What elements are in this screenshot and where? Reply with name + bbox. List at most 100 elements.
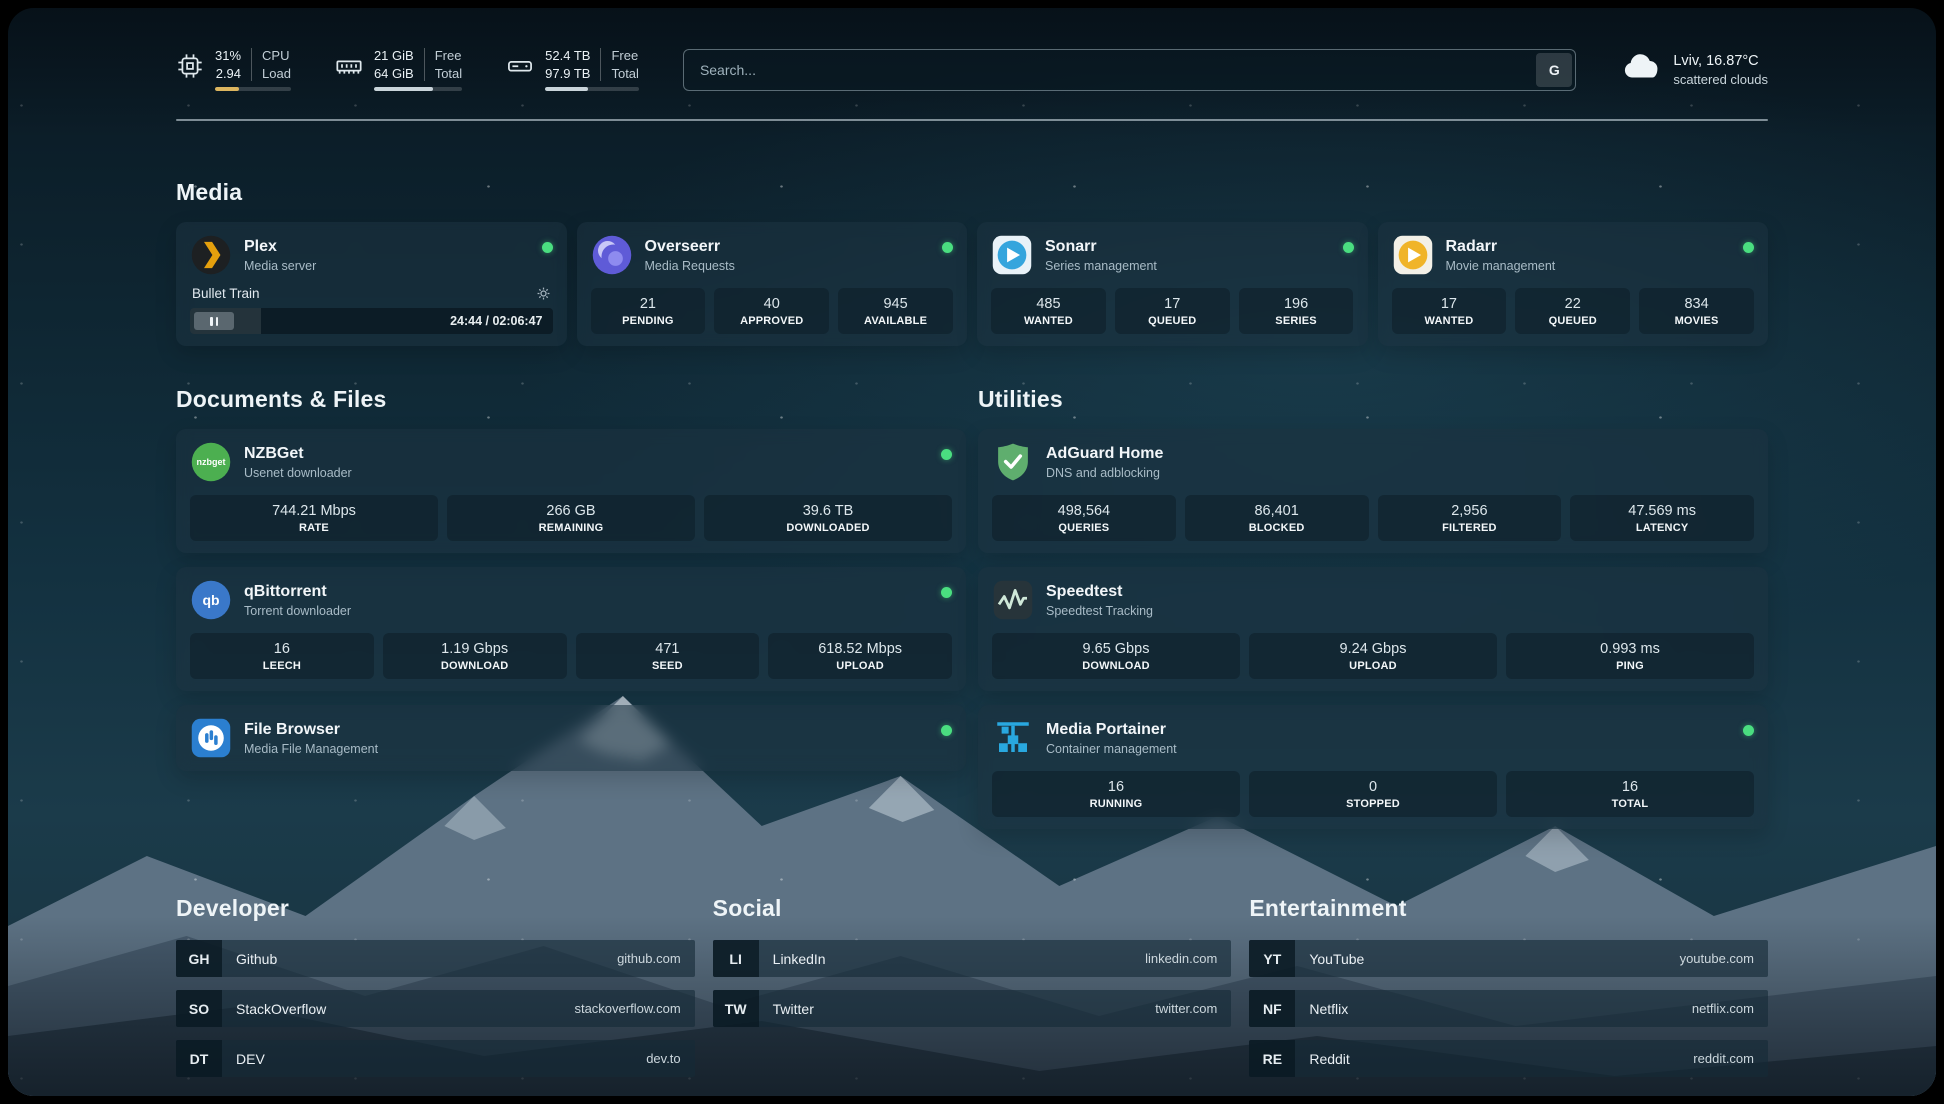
app-subtitle: Media Requests bbox=[645, 259, 735, 273]
bookmark-linkedin[interactable]: LI LinkedIn linkedin.com bbox=[713, 940, 1232, 977]
app-card-sonarr[interactable]: Sonarr Series management 485 WANTED 17 Q… bbox=[977, 222, 1368, 346]
app-card-speedtest[interactable]: Speedtest Speedtest Tracking 9.65 Gbps D… bbox=[978, 567, 1768, 691]
app-name: qBittorrent bbox=[244, 583, 351, 601]
ram-total-value: 64 GiB bbox=[374, 66, 414, 81]
search-bar[interactable]: G bbox=[683, 49, 1576, 91]
stat-wanted: 485 WANTED bbox=[991, 288, 1106, 334]
plex-playback-bar[interactable]: 24:44 / 02:06:47 bbox=[190, 308, 553, 334]
status-dot bbox=[941, 725, 952, 736]
bookmark-youtube[interactable]: YT YouTube youtube.com bbox=[1249, 940, 1768, 977]
bookmark-url: stackoverflow.com bbox=[574, 1001, 680, 1016]
app-subtitle: Media File Management bbox=[244, 742, 378, 756]
cpu-label: CPU bbox=[262, 48, 291, 63]
hard-drive-icon bbox=[506, 48, 534, 80]
stat-wanted: 17 WANTED bbox=[1392, 288, 1507, 334]
ram-progress-bar bbox=[374, 87, 462, 91]
status-dot bbox=[1743, 242, 1754, 253]
section-title-entertainment: Entertainment bbox=[1249, 895, 1768, 922]
status-dot bbox=[1743, 725, 1754, 736]
now-playing-title: Bullet Train bbox=[192, 286, 260, 301]
header-divider bbox=[176, 119, 1768, 121]
dashboard-screen: 31% 2.94 CPU Load bbox=[8, 8, 1936, 1096]
stat-download: 1.19 Gbps DOWNLOAD bbox=[383, 633, 567, 679]
cpu-load-value: 2.94 bbox=[216, 66, 241, 81]
stat-available: 945 AVAILABLE bbox=[838, 288, 953, 334]
cpu-icon bbox=[176, 48, 204, 80]
radarr-icon bbox=[1392, 234, 1434, 276]
app-card-adguard[interactable]: AdGuard Home DNS and adblocking 498,564 … bbox=[978, 429, 1768, 553]
app-subtitle: Usenet downloader bbox=[244, 466, 352, 480]
status-dot bbox=[1343, 242, 1354, 253]
disk-total-label: Total bbox=[611, 66, 638, 81]
speedtest-icon bbox=[992, 579, 1034, 621]
bookmark-url: twitter.com bbox=[1155, 1001, 1217, 1016]
stat-downloaded: 39.6 TB DOWNLOADED bbox=[704, 495, 952, 541]
bookmark-abbr: NF bbox=[1249, 990, 1295, 1027]
bookmark-name: Reddit bbox=[1309, 1051, 1349, 1067]
stat-pending: 21 PENDING bbox=[591, 288, 706, 334]
cpu-usage-value: 31% bbox=[215, 48, 241, 63]
disk-total-value: 97.9 TB bbox=[545, 66, 590, 81]
cloud-icon bbox=[1620, 46, 1662, 93]
app-card-plex[interactable]: Plex Media server Bullet Train bbox=[176, 222, 567, 346]
status-dot bbox=[542, 242, 553, 253]
cpu-load-label: Load bbox=[262, 66, 291, 81]
bookmark-twitter[interactable]: TW Twitter twitter.com bbox=[713, 990, 1232, 1027]
section-title-developer: Developer bbox=[176, 895, 695, 922]
status-dot bbox=[942, 242, 953, 253]
stat-approved: 40 APPROVED bbox=[714, 288, 829, 334]
bookmark-url: youtube.com bbox=[1680, 951, 1754, 966]
bookmark-stackoverflow[interactable]: SO StackOverflow stackoverflow.com bbox=[176, 990, 695, 1027]
app-card-portainer[interactable]: Media Portainer Container management 16 … bbox=[978, 705, 1768, 829]
search-input[interactable] bbox=[687, 62, 1536, 78]
weather-condition: scattered clouds bbox=[1673, 72, 1768, 87]
stat-queued: 17 QUEUED bbox=[1115, 288, 1230, 334]
bookmark-abbr: RE bbox=[1249, 1040, 1295, 1077]
stat-ping: 0.993 ms PING bbox=[1506, 633, 1754, 679]
bookmark-url: reddit.com bbox=[1693, 1051, 1754, 1066]
disk-free-label: Free bbox=[611, 48, 638, 63]
gear-icon[interactable] bbox=[536, 286, 551, 301]
ram-free-value: 21 GiB bbox=[374, 48, 414, 63]
bookmark-abbr: GH bbox=[176, 940, 222, 977]
disk-progress-bar bbox=[545, 87, 639, 91]
app-name: NZBGet bbox=[244, 445, 352, 463]
adguard-shield-icon bbox=[992, 441, 1034, 483]
bookmark-abbr: LI bbox=[713, 940, 759, 977]
bookmark-reddit[interactable]: RE Reddit reddit.com bbox=[1249, 1040, 1768, 1077]
playback-time: 24:44 / 02:06:47 bbox=[450, 314, 542, 328]
stat-download: 9.65 Gbps DOWNLOAD bbox=[992, 633, 1240, 679]
weather-location: Lviv, 16.87°C bbox=[1673, 53, 1768, 69]
system-stats: 31% 2.94 CPU Load bbox=[176, 48, 639, 91]
bookmark-dev[interactable]: DT DEV dev.to bbox=[176, 1040, 695, 1077]
overseerr-icon bbox=[591, 234, 633, 276]
stat-rate: 744.21 Mbps RATE bbox=[190, 495, 438, 541]
app-card-radarr[interactable]: Radarr Movie management 17 WANTED 22 QUE… bbox=[1378, 222, 1769, 346]
app-card-overseerr[interactable]: Overseerr Media Requests 21 PENDING 40 A… bbox=[577, 222, 968, 346]
bookmark-netflix[interactable]: NF Netflix netflix.com bbox=[1249, 990, 1768, 1027]
bookmark-url: github.com bbox=[617, 951, 681, 966]
stat-movies: 834 MOVIES bbox=[1639, 288, 1754, 334]
bookmark-name: Netflix bbox=[1309, 1001, 1348, 1017]
search-engine-button[interactable]: G bbox=[1536, 53, 1572, 87]
ram-icon bbox=[335, 48, 363, 80]
weather-widget: Lviv, 16.87°C scattered clouds bbox=[1620, 46, 1768, 93]
pause-button[interactable] bbox=[194, 312, 234, 330]
app-card-filebrowser[interactable]: File Browser Media File Management bbox=[176, 705, 966, 771]
app-subtitle: Container management bbox=[1046, 742, 1177, 756]
stat-upload: 9.24 Gbps UPLOAD bbox=[1249, 633, 1497, 679]
stat-running: 16 RUNNING bbox=[992, 771, 1240, 817]
bookmark-url: netflix.com bbox=[1692, 1001, 1754, 1016]
nzbget-icon: nzbget bbox=[190, 441, 232, 483]
stat-series: 196 SERIES bbox=[1239, 288, 1354, 334]
ram-free-label: Free bbox=[435, 48, 462, 63]
filebrowser-icon bbox=[190, 717, 232, 759]
section-title-documents: Documents & Files bbox=[176, 386, 966, 413]
bookmark-name: StackOverflow bbox=[236, 1001, 326, 1017]
bookmark-github[interactable]: GH Github github.com bbox=[176, 940, 695, 977]
bookmark-abbr: SO bbox=[176, 990, 222, 1027]
app-subtitle: Speedtest Tracking bbox=[1046, 604, 1153, 618]
disk-stat-widget: 52.4 TB 97.9 TB Free Total bbox=[506, 48, 639, 91]
app-card-nzbget[interactable]: nzbget NZBGet Usenet downloader 74 bbox=[176, 429, 966, 553]
app-card-qbittorrent[interactable]: qb qBittorrent Torrent downloader bbox=[176, 567, 966, 691]
